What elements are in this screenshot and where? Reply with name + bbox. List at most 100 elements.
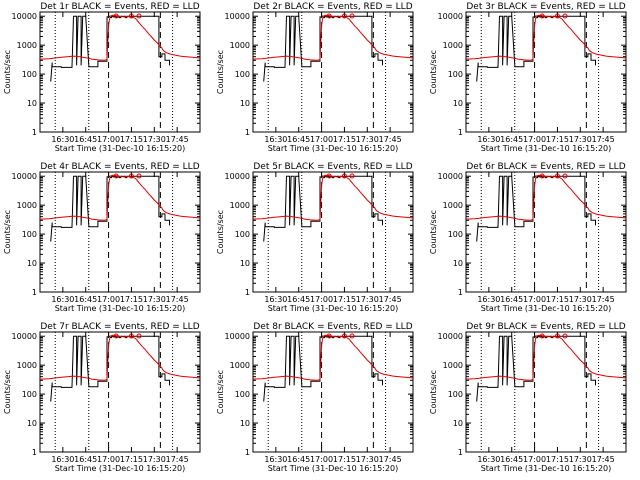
x-tick-label: 17:30 (569, 455, 592, 464)
x-axis-label: Start Time (31-Dec-10 16:15:20) (481, 304, 612, 313)
lld-marker (136, 333, 142, 339)
x-tick-label: 16:30 (477, 135, 500, 144)
x-tick-label: 17:30 (569, 135, 592, 144)
plot-frame (39, 171, 201, 293)
x-axis-label: Start Time (31-Dec-10 16:15:20) (55, 144, 186, 153)
events-series-line (50, 335, 170, 402)
lld-marker (562, 173, 568, 179)
x-tick-label: 16:45 (287, 295, 310, 304)
lld-marker (539, 13, 545, 19)
x-tick-label: 17:45 (379, 295, 402, 304)
lld-marker (539, 173, 545, 179)
plot-frame (465, 11, 627, 133)
y-tick-label: 10 (27, 419, 37, 428)
y-axis-label: Counts/sec (429, 50, 438, 94)
x-tick-label: 17:45 (379, 135, 402, 144)
plot-frame (252, 331, 414, 453)
detector-panel-4: Det 4r BLACK = Events, RED = LLD 1 10 100 10… (3, 162, 201, 313)
x-tick-label: 16:45 (500, 455, 523, 464)
lld-marker (128, 333, 134, 339)
panel-title: Det 7r BLACK = Events, RED = LLD (40, 322, 199, 332)
x-tick-label: 17:45 (166, 135, 189, 144)
x-tick-label: 17:15 (120, 135, 143, 144)
y-tick-label: 1 (245, 128, 250, 137)
lld-series-line (465, 334, 627, 381)
y-axis-label: Counts/sec (429, 210, 438, 254)
x-tick-label: 16:45 (74, 135, 97, 144)
y-tick-label: 100 (22, 390, 37, 399)
y-axis-label: Counts/sec (3, 210, 12, 254)
x-tick-label: 17:45 (166, 295, 189, 304)
y-tick-label: 10 (453, 419, 463, 428)
lld-marker (562, 13, 568, 19)
lld-marker (341, 173, 347, 179)
x-axis-label: Start Time (31-Dec-10 16:15:20) (55, 464, 186, 473)
x-tick-label: 16:30 (51, 295, 74, 304)
y-tick-label: 10000 (225, 12, 250, 21)
y-tick-label: 10 (453, 259, 463, 268)
y-axis-label: Counts/sec (216, 50, 225, 94)
detector-panel-6: Det 6r BLACK = Events, RED = LLD 1 10 100 10… (429, 162, 627, 313)
x-tick-label: 17:00 (523, 295, 546, 304)
lld-marker (349, 173, 355, 179)
lld-series-line (39, 334, 201, 381)
y-tick-label: 1000 (443, 41, 463, 50)
lld-marker (326, 173, 332, 179)
x-axis-label: Start Time (31-Dec-10 16:15:20) (481, 464, 612, 473)
y-axis-label: Counts/sec (3, 370, 12, 414)
events-series-line (476, 15, 596, 82)
lld-marker (341, 13, 347, 19)
panel-title: Det 6r BLACK = Events, RED = LLD (466, 162, 625, 172)
y-tick-label: 100 (235, 390, 250, 399)
panel-title: Det 4r BLACK = Events, RED = LLD (40, 162, 199, 172)
x-tick-label: 16:30 (264, 455, 287, 464)
y-tick-label: 1000 (17, 201, 37, 210)
detector-panel-3: Det 3r BLACK = Events, RED = LLD 1 10 100 10… (429, 2, 627, 153)
lld-marker (128, 13, 134, 19)
x-tick-label: 17:00 (97, 295, 120, 304)
x-tick-label: 16:30 (264, 295, 287, 304)
panel-title: Det 9r BLACK = Events, RED = LLD (466, 322, 625, 332)
y-tick-label: 1 (245, 288, 250, 297)
plot-frame (465, 331, 627, 453)
y-tick-label: 10000 (12, 172, 37, 181)
x-tick-label: 17:00 (97, 135, 120, 144)
y-tick-label: 10000 (438, 332, 463, 341)
detector-panel-2: Det 2r BLACK = Events, RED = LLD 1 10 100 10… (216, 2, 414, 153)
panel-title: Det 1r BLACK = Events, RED = LLD (40, 2, 199, 12)
y-tick-label: 1 (245, 448, 250, 457)
y-axis-label: Counts/sec (216, 210, 225, 254)
lld-marker (349, 13, 355, 19)
panel-title: Det 3r BLACK = Events, RED = LLD (466, 2, 625, 12)
panel-title: Det 5r BLACK = Events, RED = LLD (253, 162, 412, 172)
y-tick-label: 10000 (12, 12, 37, 21)
x-tick-label: 17:45 (592, 455, 615, 464)
x-tick-label: 17:45 (592, 295, 615, 304)
events-series-line (476, 175, 596, 242)
lld-series-line (39, 174, 201, 221)
plot-frame (252, 171, 414, 293)
lld-marker (128, 173, 134, 179)
x-tick-label: 17:15 (120, 295, 143, 304)
x-tick-label: 16:30 (477, 455, 500, 464)
x-tick-label: 17:00 (97, 455, 120, 464)
detector-panel-5: Det 5r BLACK = Events, RED = LLD 1 10 100 10… (216, 162, 414, 313)
x-tick-label: 17:30 (569, 295, 592, 304)
x-tick-label: 17:30 (143, 455, 166, 464)
x-tick-label: 16:30 (264, 135, 287, 144)
lld-marker (136, 173, 142, 179)
y-tick-label: 10000 (225, 332, 250, 341)
events-series-line (263, 175, 383, 242)
x-tick-label: 17:15 (546, 135, 569, 144)
x-tick-label: 16:30 (51, 135, 74, 144)
x-tick-label: 17:15 (546, 455, 569, 464)
plot-frame (465, 171, 627, 293)
detector-panel-9: Det 9r BLACK = Events, RED = LLD 1 10 100 10… (429, 322, 627, 473)
y-tick-label: 1000 (443, 201, 463, 210)
lld-marker (113, 173, 119, 179)
x-tick-label: 17:30 (356, 135, 379, 144)
x-tick-label: 17:00 (310, 135, 333, 144)
y-axis-label: Counts/sec (216, 370, 225, 414)
x-tick-label: 17:30 (356, 295, 379, 304)
